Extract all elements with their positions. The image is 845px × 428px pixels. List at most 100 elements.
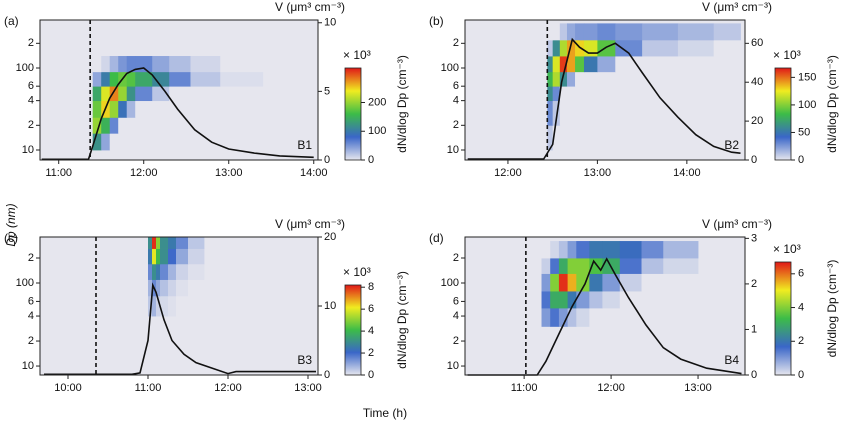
heatmap-cell bbox=[135, 133, 153, 151]
heatmap-cell bbox=[552, 56, 561, 73]
heatmap-cell bbox=[602, 307, 621, 327]
heatmap-cell bbox=[188, 237, 205, 249]
y-tick-label: 10 bbox=[22, 360, 34, 372]
heatmap-cell bbox=[597, 125, 616, 151]
y2-tick-label: 0 bbox=[324, 369, 330, 381]
y-tick-label: 100 bbox=[441, 62, 459, 74]
heatmap-cell bbox=[641, 257, 664, 274]
heatmap-cell bbox=[642, 71, 679, 87]
heatmap-cell bbox=[619, 241, 642, 259]
heatmap-cell bbox=[602, 273, 621, 292]
heatmap-cell bbox=[559, 71, 568, 87]
heatmap-cell bbox=[589, 291, 603, 309]
colorbar-tick-label: 4 bbox=[798, 301, 804, 313]
x-tick-label: 13:00 bbox=[584, 167, 612, 179]
heatmap-cell bbox=[152, 100, 170, 118]
heatmap-cell bbox=[547, 39, 554, 57]
heatmap-cell bbox=[168, 263, 177, 280]
y-tick-label: 6 bbox=[28, 80, 34, 92]
heatmap-cell bbox=[109, 71, 119, 87]
heatmap-cell bbox=[642, 39, 679, 57]
heatmap-cell bbox=[615, 56, 643, 73]
panel-label: (c) bbox=[4, 231, 18, 245]
heatmap-cell bbox=[220, 71, 264, 87]
heatmap-cell bbox=[135, 100, 153, 118]
heatmap-cell bbox=[220, 86, 264, 102]
heatmap-cell bbox=[642, 86, 679, 102]
x-tick-label: 12:00 bbox=[214, 382, 242, 394]
heatmap-cell bbox=[92, 133, 102, 151]
colorbar-tick-label: 50 bbox=[798, 126, 810, 138]
heatmap-cell bbox=[135, 86, 153, 102]
heatmap-cell bbox=[550, 307, 560, 327]
y-tick-label: 10 bbox=[447, 360, 459, 372]
heatmap-cell bbox=[547, 23, 554, 41]
heatmap-cell bbox=[642, 100, 679, 126]
heatmap-cell bbox=[118, 56, 128, 73]
colorbar-tick-label: 100 bbox=[368, 125, 386, 137]
colorbar-label: dN/dlog Dp (cm⁻³) bbox=[825, 260, 839, 358]
y-tick-label: 2 bbox=[453, 335, 459, 347]
heatmap-cell bbox=[118, 133, 128, 151]
heatmap-cell bbox=[641, 241, 664, 259]
heatmap-cell bbox=[152, 117, 170, 134]
heatmap-cell bbox=[188, 279, 205, 297]
y-tick-label: 10 bbox=[447, 144, 459, 156]
heatmap-cell bbox=[663, 273, 699, 292]
heatmap-cell bbox=[559, 86, 568, 102]
heatmap-cell bbox=[663, 241, 699, 259]
y-tick-label: 2 bbox=[453, 252, 459, 264]
heatmap-cell bbox=[168, 248, 177, 265]
heatmap-cell bbox=[663, 307, 699, 327]
heatmap-cell bbox=[190, 133, 221, 151]
y-tick-label: 6 bbox=[453, 295, 459, 307]
panel: 10:00 11:00 12:00 13:0021006421001020(c)B3V… bbox=[4, 217, 409, 394]
heatmap-cell bbox=[152, 263, 157, 280]
heatmap-cell bbox=[148, 237, 153, 249]
event-tag: B4 bbox=[724, 353, 739, 367]
heatmap-cell bbox=[550, 241, 560, 259]
heatmap-cell bbox=[547, 100, 554, 126]
heatmap-cell bbox=[615, 39, 643, 57]
x-tick-label: 12:00 bbox=[494, 167, 522, 179]
heatmap-cell bbox=[188, 248, 205, 265]
heatmap-cell bbox=[677, 86, 715, 102]
y-tick-label: 2 bbox=[28, 119, 34, 131]
heatmap-cell bbox=[641, 307, 664, 327]
heatmap-cell bbox=[547, 71, 554, 87]
heatmap-cell bbox=[552, 23, 561, 41]
heatmap-cell bbox=[169, 56, 191, 73]
heatmap-cell bbox=[567, 291, 577, 309]
heatmap-cell bbox=[101, 56, 111, 73]
heatmap-cell bbox=[190, 86, 221, 102]
heatmap-cell bbox=[126, 117, 136, 134]
heatmap-cell bbox=[148, 263, 153, 280]
colorbar-multiplier: × 10³ bbox=[773, 48, 801, 62]
heatmap-cell bbox=[663, 291, 699, 309]
y-tick-label: 100 bbox=[16, 62, 34, 74]
heatmap-cell bbox=[566, 39, 576, 57]
y-tick-label: 6 bbox=[453, 80, 459, 92]
heatmap-cell bbox=[156, 248, 161, 265]
heatmap-cell bbox=[541, 257, 551, 274]
heatmap-cell bbox=[558, 307, 569, 327]
heatmap-cell bbox=[176, 248, 189, 265]
heatmap-cell bbox=[619, 307, 642, 327]
colorbar-tick-label: 0 bbox=[798, 369, 804, 381]
heatmap-cell bbox=[589, 273, 603, 292]
heatmap-cell bbox=[152, 133, 170, 151]
heatmap-cell bbox=[558, 257, 569, 274]
heatmap-cell bbox=[176, 279, 189, 297]
heatmap-cell bbox=[152, 248, 157, 265]
x-tick-label: 12:00 bbox=[597, 382, 625, 394]
x-tick-label: 12:00 bbox=[130, 167, 158, 179]
y-tick-label: 2 bbox=[453, 37, 459, 49]
heatmap-cell bbox=[552, 125, 561, 151]
heatmap-cell bbox=[152, 295, 157, 317]
colorbar-tick-label: 2 bbox=[368, 347, 374, 359]
heatmap-cell bbox=[190, 100, 221, 118]
heatmap-cell bbox=[589, 307, 603, 327]
colorbar-tick-label: 150 bbox=[798, 71, 816, 83]
heatmap-cell bbox=[597, 100, 616, 126]
heatmap-cell bbox=[642, 23, 679, 41]
